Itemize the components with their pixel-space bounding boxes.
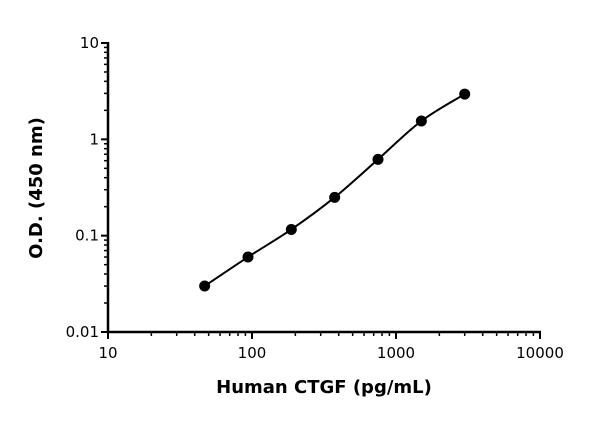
y-tick-label: 0.01 <box>66 323 99 341</box>
y-tick-label: 1 <box>89 130 99 148</box>
x-tick-label: 1000 <box>377 344 415 362</box>
data-point <box>285 223 297 235</box>
data-points <box>199 88 471 292</box>
axes <box>101 42 541 339</box>
y-axis-title: O.D. (450 nm) <box>26 117 47 259</box>
data-point <box>372 153 384 165</box>
x-axis-title: Human CTGF (pg/mL) <box>216 377 432 398</box>
data-point <box>459 88 471 100</box>
x-tick-label: 10000 <box>516 344 564 362</box>
y-tick-label: 0.1 <box>75 227 99 245</box>
data-point <box>199 280 211 292</box>
data-point <box>415 115 427 127</box>
data-point <box>242 251 254 263</box>
x-tick-label: 100 <box>238 344 267 362</box>
y-tick-label: 10 <box>80 34 99 52</box>
data-point <box>329 191 341 203</box>
tick-labels: 10 100 1000 10000 0.01 0.1 1 10 <box>66 34 564 362</box>
x-tick-label: 10 <box>98 344 117 362</box>
